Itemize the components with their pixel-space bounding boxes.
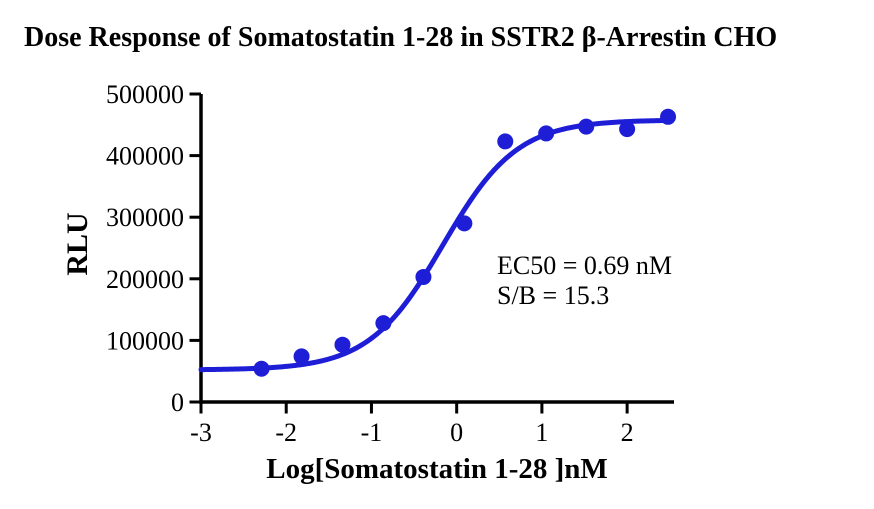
data-point [660,108,677,125]
data-point [293,348,310,365]
x-tick-label: 2 [621,418,634,447]
x-tick-label: -1 [361,418,383,447]
x-tick-label: -3 [190,418,212,447]
y-tick-label: 400000 [106,142,184,171]
x-tick-label: -2 [275,418,297,447]
y-tick-label: 0 [171,388,184,417]
data-point [334,336,351,353]
y-tick-label: 500000 [106,80,184,109]
data-point [456,215,473,232]
data-point [538,125,555,142]
x-axis-title: Log[Somatostatin 1-28 ]nM [266,453,608,485]
y-tick-label: 200000 [106,265,184,294]
x-tick-label: 1 [535,418,548,447]
y-tick-label: 300000 [106,203,184,232]
data-point [415,268,432,285]
data-point [619,121,636,138]
data-point [578,118,595,135]
dose-response-curve [198,117,674,373]
data-point [497,133,514,150]
x-tick-label: 0 [450,418,463,447]
data-point [375,315,392,332]
fit-annotation: EC50 = 0.69 nM S/B = 15.3 [497,251,672,311]
chart-title: Dose Response of Somatostatin 1-28 in SS… [24,22,778,53]
y-tick-label: 100000 [106,326,184,355]
ec50-value: EC50 = 0.69 nM [497,251,673,280]
data-point [253,360,270,377]
signal-to-background-value: S/B = 15.3 [497,281,610,310]
